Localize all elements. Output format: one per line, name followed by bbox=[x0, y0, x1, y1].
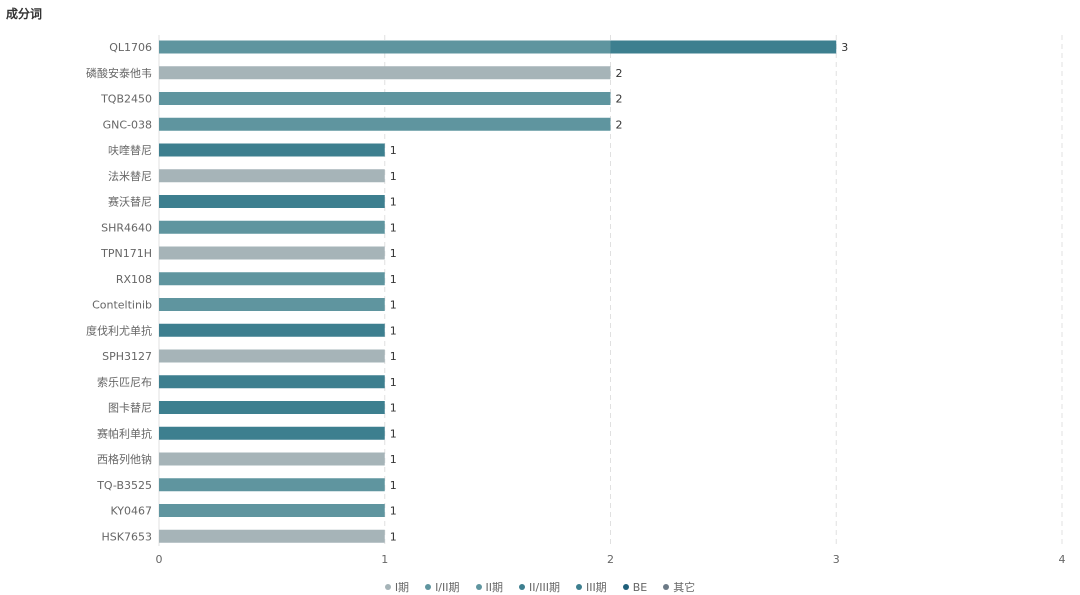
data-label: 1 bbox=[390, 350, 397, 363]
legend-item[interactable]: BE bbox=[622, 580, 648, 594]
bar-segment bbox=[610, 40, 837, 54]
category-label: TQ-B3525 bbox=[96, 479, 152, 492]
data-label: 1 bbox=[390, 196, 397, 209]
bar-segment bbox=[159, 195, 385, 208]
chart-legend: I期 I/II期 II期 II/III期 III期 BE 其它 bbox=[0, 580, 1080, 594]
bar-segment bbox=[159, 426, 385, 440]
bar-segment bbox=[159, 40, 611, 54]
legend-label: I/II期 bbox=[435, 581, 460, 594]
data-label: 1 bbox=[390, 505, 397, 518]
legend-label: II期 bbox=[485, 581, 504, 594]
data-label: 2 bbox=[616, 93, 623, 106]
data-label: 2 bbox=[616, 67, 623, 80]
legend-dot-icon bbox=[384, 584, 391, 590]
bar-segment bbox=[159, 529, 385, 543]
bar-segment bbox=[159, 298, 385, 311]
data-label: 1 bbox=[390, 221, 397, 234]
data-label: 1 bbox=[390, 479, 397, 492]
data-label: 1 bbox=[390, 247, 397, 260]
legend-dot-icon bbox=[425, 584, 432, 590]
data-label: 1 bbox=[390, 402, 397, 415]
category-label: GNC-038 bbox=[103, 118, 152, 131]
category-label: 图卡替尼 bbox=[108, 401, 152, 415]
legend-dot-icon bbox=[575, 584, 582, 590]
category-label: 赛帕利单抗 bbox=[97, 426, 152, 440]
bar-segment bbox=[159, 323, 385, 337]
bar-segment bbox=[159, 452, 385, 466]
legend-item[interactable]: III期 bbox=[575, 580, 607, 594]
bar-segment bbox=[159, 272, 385, 286]
bar-segment bbox=[159, 375, 385, 389]
bar-segment bbox=[159, 220, 385, 234]
bar-segment bbox=[159, 401, 385, 414]
category-label: TPN171H bbox=[100, 247, 152, 260]
category-label: HSK7653 bbox=[102, 530, 152, 543]
category-label: SPH3127 bbox=[102, 350, 152, 363]
bar-segment bbox=[159, 504, 385, 517]
category-label: 磷酸安泰他韦 bbox=[86, 66, 152, 80]
category-label: 度伐利尤单抗 bbox=[86, 323, 152, 337]
category-label: TQB2450 bbox=[100, 93, 152, 106]
data-label: 1 bbox=[390, 453, 397, 466]
legend-item[interactable]: I期 bbox=[384, 580, 410, 594]
x-tick-label: 2 bbox=[607, 553, 614, 566]
category-label: 法米替尼 bbox=[108, 169, 152, 183]
data-label: 2 bbox=[616, 118, 623, 131]
legend-label: 其它 bbox=[673, 581, 696, 594]
bar-segment bbox=[159, 117, 611, 131]
legend-label: III期 bbox=[585, 581, 607, 594]
legend-label: BE bbox=[632, 580, 648, 594]
category-label: SHR4640 bbox=[101, 221, 152, 234]
bar-segment bbox=[159, 246, 385, 260]
bar-segment bbox=[159, 349, 385, 363]
data-label: 1 bbox=[390, 170, 397, 183]
legend-dot-icon bbox=[663, 584, 670, 590]
category-label: 索乐匹尼布 bbox=[97, 375, 152, 389]
x-tick-label: 0 bbox=[156, 553, 163, 566]
category-label: 赛沃替尼 bbox=[108, 195, 152, 209]
legend-dot-icon bbox=[475, 584, 482, 590]
legend-item[interactable]: II/III期 bbox=[519, 580, 560, 594]
data-label: 1 bbox=[390, 376, 397, 389]
category-label: RX108 bbox=[116, 273, 152, 286]
legend-dot-icon bbox=[519, 584, 526, 590]
legend-item[interactable]: 其它 bbox=[663, 580, 695, 594]
bar-segment bbox=[159, 92, 611, 105]
legend-dot-icon bbox=[622, 584, 629, 590]
x-tick-label: 3 bbox=[833, 553, 840, 566]
bar-segment bbox=[159, 478, 385, 492]
data-label: 3 bbox=[841, 41, 848, 54]
category-label: 呋喹替尼 bbox=[108, 143, 152, 157]
bar-segment bbox=[159, 66, 611, 80]
category-label: KY0467 bbox=[110, 505, 152, 518]
category-label: QL1706 bbox=[109, 41, 152, 54]
data-label: 1 bbox=[390, 299, 397, 312]
chart-title: 成分词 bbox=[6, 7, 43, 21]
legend-label: I期 bbox=[394, 581, 410, 594]
data-label: 1 bbox=[390, 530, 397, 543]
data-label: 1 bbox=[390, 273, 397, 286]
x-tick-label: 1 bbox=[381, 553, 388, 566]
data-label: 1 bbox=[390, 427, 397, 440]
data-label: 1 bbox=[390, 324, 397, 337]
data-label: 1 bbox=[390, 144, 397, 157]
category-label: 西格列他钠 bbox=[97, 452, 152, 466]
legend-item[interactable]: II期 bbox=[475, 580, 504, 594]
bar-segment bbox=[159, 143, 385, 157]
legend-item[interactable]: I/II期 bbox=[425, 580, 460, 594]
x-tick-label: 4 bbox=[1059, 553, 1066, 566]
bar-segment bbox=[159, 169, 385, 183]
category-label: Conteltinib bbox=[92, 299, 152, 312]
legend-label: II/III期 bbox=[529, 581, 560, 594]
